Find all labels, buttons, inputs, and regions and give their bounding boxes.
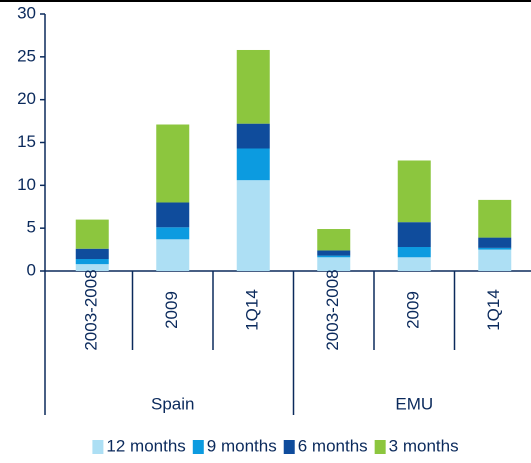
legend-swatch [92, 440, 104, 454]
legend-label: 9 months [207, 436, 277, 455]
bar-segment [317, 250, 351, 256]
bar-segment [317, 229, 351, 251]
bar-segment [478, 249, 512, 271]
bar-segment [397, 247, 431, 258]
legend-label: 6 months [298, 436, 368, 455]
group-label: EMU [395, 394, 433, 413]
bar-segment [156, 124, 190, 203]
bar-segment [75, 259, 109, 265]
y-tick-label: 5 [27, 218, 36, 237]
bar-segment [317, 257, 351, 271]
y-tick-label: 0 [27, 260, 36, 279]
bar-segment [156, 239, 190, 271]
x-tick-label: 2003-2008 [82, 269, 101, 350]
y-tick-label: 10 [17, 175, 36, 194]
bar-segment [236, 123, 270, 149]
x-tick-label: 2003-2008 [323, 269, 342, 350]
y-tick-label: 20 [17, 89, 36, 108]
y-tick-label: 30 [17, 3, 36, 22]
legend-swatch [374, 440, 386, 454]
x-tick-label: 1Q14 [484, 289, 503, 331]
bar-segment [317, 255, 351, 258]
legend-label: 3 months [389, 436, 459, 455]
bar-segment [75, 219, 109, 249]
bar-segment [236, 49, 270, 124]
x-tick-label: 2009 [404, 291, 423, 329]
group-label: Spain [151, 394, 194, 413]
bar-segment [156, 202, 190, 228]
x-tick-label: 2009 [162, 291, 181, 329]
legend-swatch [192, 440, 204, 454]
bar-segment [156, 227, 190, 240]
legend-swatch [283, 440, 295, 454]
bar-segment [397, 160, 431, 223]
x-tick-label: 1Q14 [243, 289, 262, 331]
bar-segment [478, 199, 512, 238]
bar-segment [397, 222, 431, 248]
y-tick-label: 25 [17, 46, 36, 65]
bar-segment [75, 248, 109, 260]
legend: 12 months 9 months 6 months 3 months [92, 436, 459, 455]
legend-label: 12 months [106, 436, 185, 455]
bar-segment [236, 148, 270, 181]
bar-segment [478, 247, 512, 250]
bar-segment [478, 237, 512, 248]
bar-segment [397, 257, 431, 271]
y-tick-label: 15 [17, 132, 36, 151]
bar-segment [236, 180, 270, 271]
bar-segment [75, 264, 109, 271]
